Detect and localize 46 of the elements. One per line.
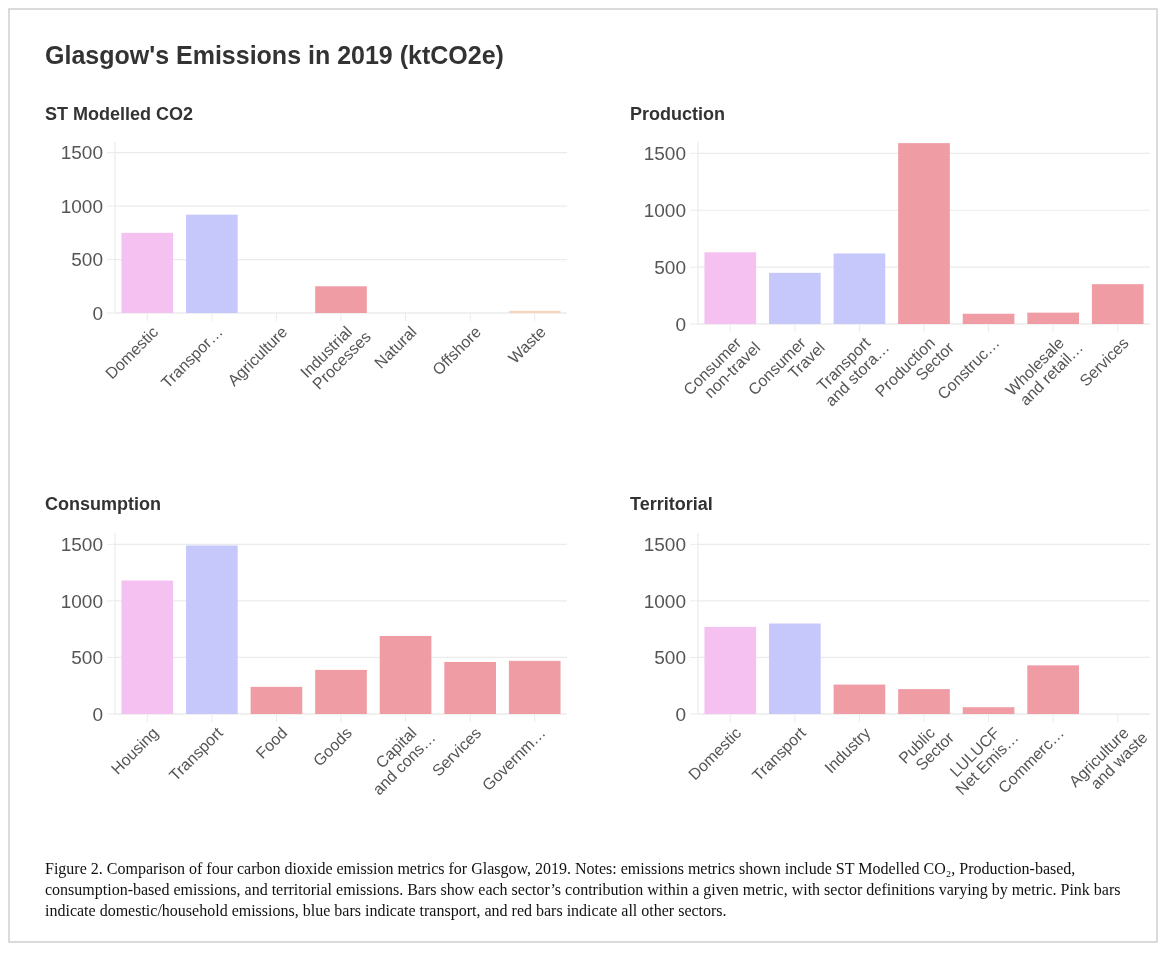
bar (962, 707, 1015, 714)
bar (444, 661, 496, 714)
y-tick-label: 1000 (643, 199, 686, 221)
y-tick-label: 0 (675, 703, 686, 725)
bar (250, 686, 303, 714)
bar (769, 623, 821, 714)
y-tick-label: 1500 (60, 142, 103, 164)
y-tick-label: 500 (71, 647, 103, 669)
chart-title: ST Modelled CO2 (45, 104, 194, 124)
bar (833, 253, 886, 324)
y-tick-label: 1500 (643, 533, 686, 555)
y-tick-label: 1000 (60, 590, 103, 612)
bar (315, 669, 367, 714)
text: Glasgow's Emissions in 2019 (ktCO2e) (45, 41, 504, 69)
bar (379, 635, 432, 714)
chart-title: Territorial (630, 494, 713, 514)
bar (121, 580, 174, 714)
bar (704, 252, 757, 324)
bar (508, 310, 561, 313)
y-tick-label: 0 (675, 313, 686, 335)
bar (508, 660, 561, 714)
y-tick-label: 1500 (643, 143, 686, 165)
bar (769, 272, 821, 324)
y-tick-label: 500 (654, 256, 686, 278)
y-tick-label: 1000 (643, 590, 686, 612)
bar (186, 545, 238, 714)
bar (704, 626, 757, 714)
bar (1027, 665, 1079, 714)
y-tick-label: 500 (71, 249, 103, 271)
bar (186, 214, 238, 313)
bar (315, 286, 367, 313)
bar (898, 689, 950, 714)
bar (121, 232, 174, 313)
caption: Figure 2. Comparison of four carbon dioxide emission metrics for Glasgow, 2019. Notes: emissions metrics shown include ST Modelled CO₂, Production-based, consumption-based emissions, and territorial emissions. Bars show each sector’s contribution within a given metric, with sector definitions varying by metric. Pink bars indicate domestic/household emissions, blue bars indicate transport, and red bars indicate all other sectors. (45, 860, 1121, 920)
bar (833, 684, 886, 714)
y-tick-label: 1500 (60, 533, 103, 555)
bar (962, 313, 1015, 324)
bar (1027, 312, 1079, 324)
y-tick-label: 0 (92, 302, 103, 324)
chart-title: Consumption (45, 494, 161, 514)
bar (898, 143, 950, 324)
chart-title: Production (630, 104, 725, 124)
y-tick-label: 500 (654, 647, 686, 669)
bar (1091, 284, 1144, 324)
y-tick-label: 0 (92, 703, 103, 725)
y-tick-label: 1000 (60, 195, 103, 217)
